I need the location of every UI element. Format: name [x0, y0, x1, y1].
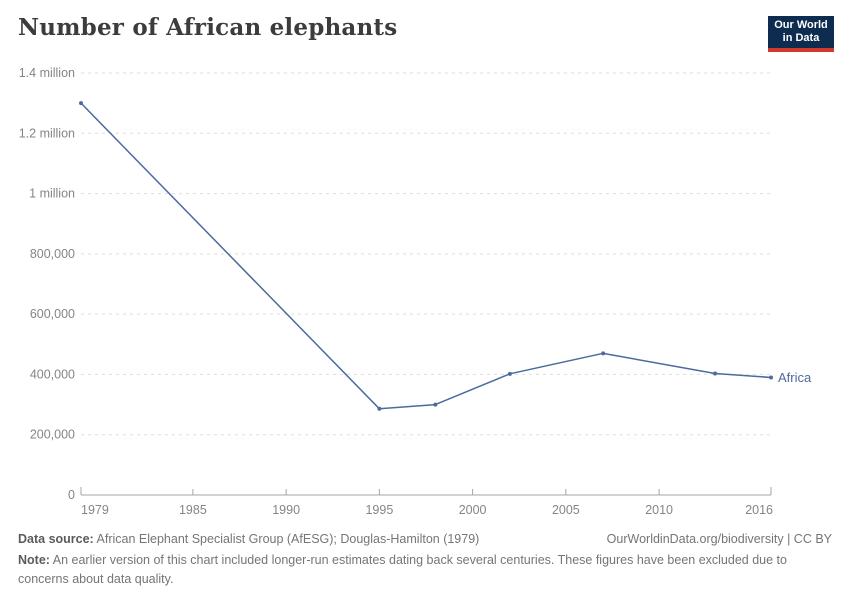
y-tick-label: 1 million: [29, 187, 75, 201]
y-tick-label: 1.4 million: [19, 66, 75, 80]
x-tick-label: 1985: [179, 503, 207, 517]
data-point[interactable]: [79, 101, 83, 106]
x-tick-label: 1979: [81, 503, 109, 517]
data-source-text: Data source: African Elephant Specialist…: [18, 530, 479, 549]
note-label: Note:: [18, 553, 50, 567]
data-source-label: Data source:: [18, 532, 94, 546]
data-point[interactable]: [713, 371, 718, 376]
data-point[interactable]: [377, 406, 382, 411]
y-tick-label: 400,000: [30, 367, 75, 381]
owid-logo[interactable]: Our World in Data: [768, 16, 834, 52]
chart-footer: Data source: African Elephant Specialist…: [18, 530, 832, 589]
data-point[interactable]: [433, 402, 438, 407]
page-title: Number of African elephants: [18, 14, 398, 41]
x-tick-label: 2016: [745, 503, 773, 517]
y-tick-label: 600,000: [30, 307, 75, 321]
series-line-africa[interactable]: [80, 102, 772, 410]
x-tick-label: 2010: [645, 503, 673, 517]
y-tick-label: 0: [68, 488, 75, 502]
y-tick-label: 800,000: [30, 247, 75, 261]
data-point[interactable]: [601, 351, 606, 356]
x-tick-label: 1995: [365, 503, 393, 517]
note-value: An earlier version of this chart include…: [18, 553, 787, 586]
y-tick-label: 1.2 million: [19, 126, 75, 140]
owid-logo-line1: Our World: [774, 19, 828, 31]
x-tick-label: 2005: [552, 503, 580, 517]
data-source-value: African Elephant Specialist Group (AfESG…: [93, 532, 480, 546]
data-point[interactable]: [507, 371, 512, 376]
license-link[interactable]: OurWorldinData.org/biodiversity | CC BY: [606, 532, 832, 546]
owid-logo-line2: in Data: [782, 32, 820, 44]
y-tick-label: 200,000: [30, 428, 75, 442]
chart-note: Note: An earlier version of this chart i…: [18, 551, 830, 589]
data-point[interactable]: [769, 375, 773, 380]
x-tick-label: 1990: [272, 503, 300, 517]
x-tick-label: 2000: [459, 503, 487, 517]
series-label-africa[interactable]: Africa: [778, 370, 812, 385]
